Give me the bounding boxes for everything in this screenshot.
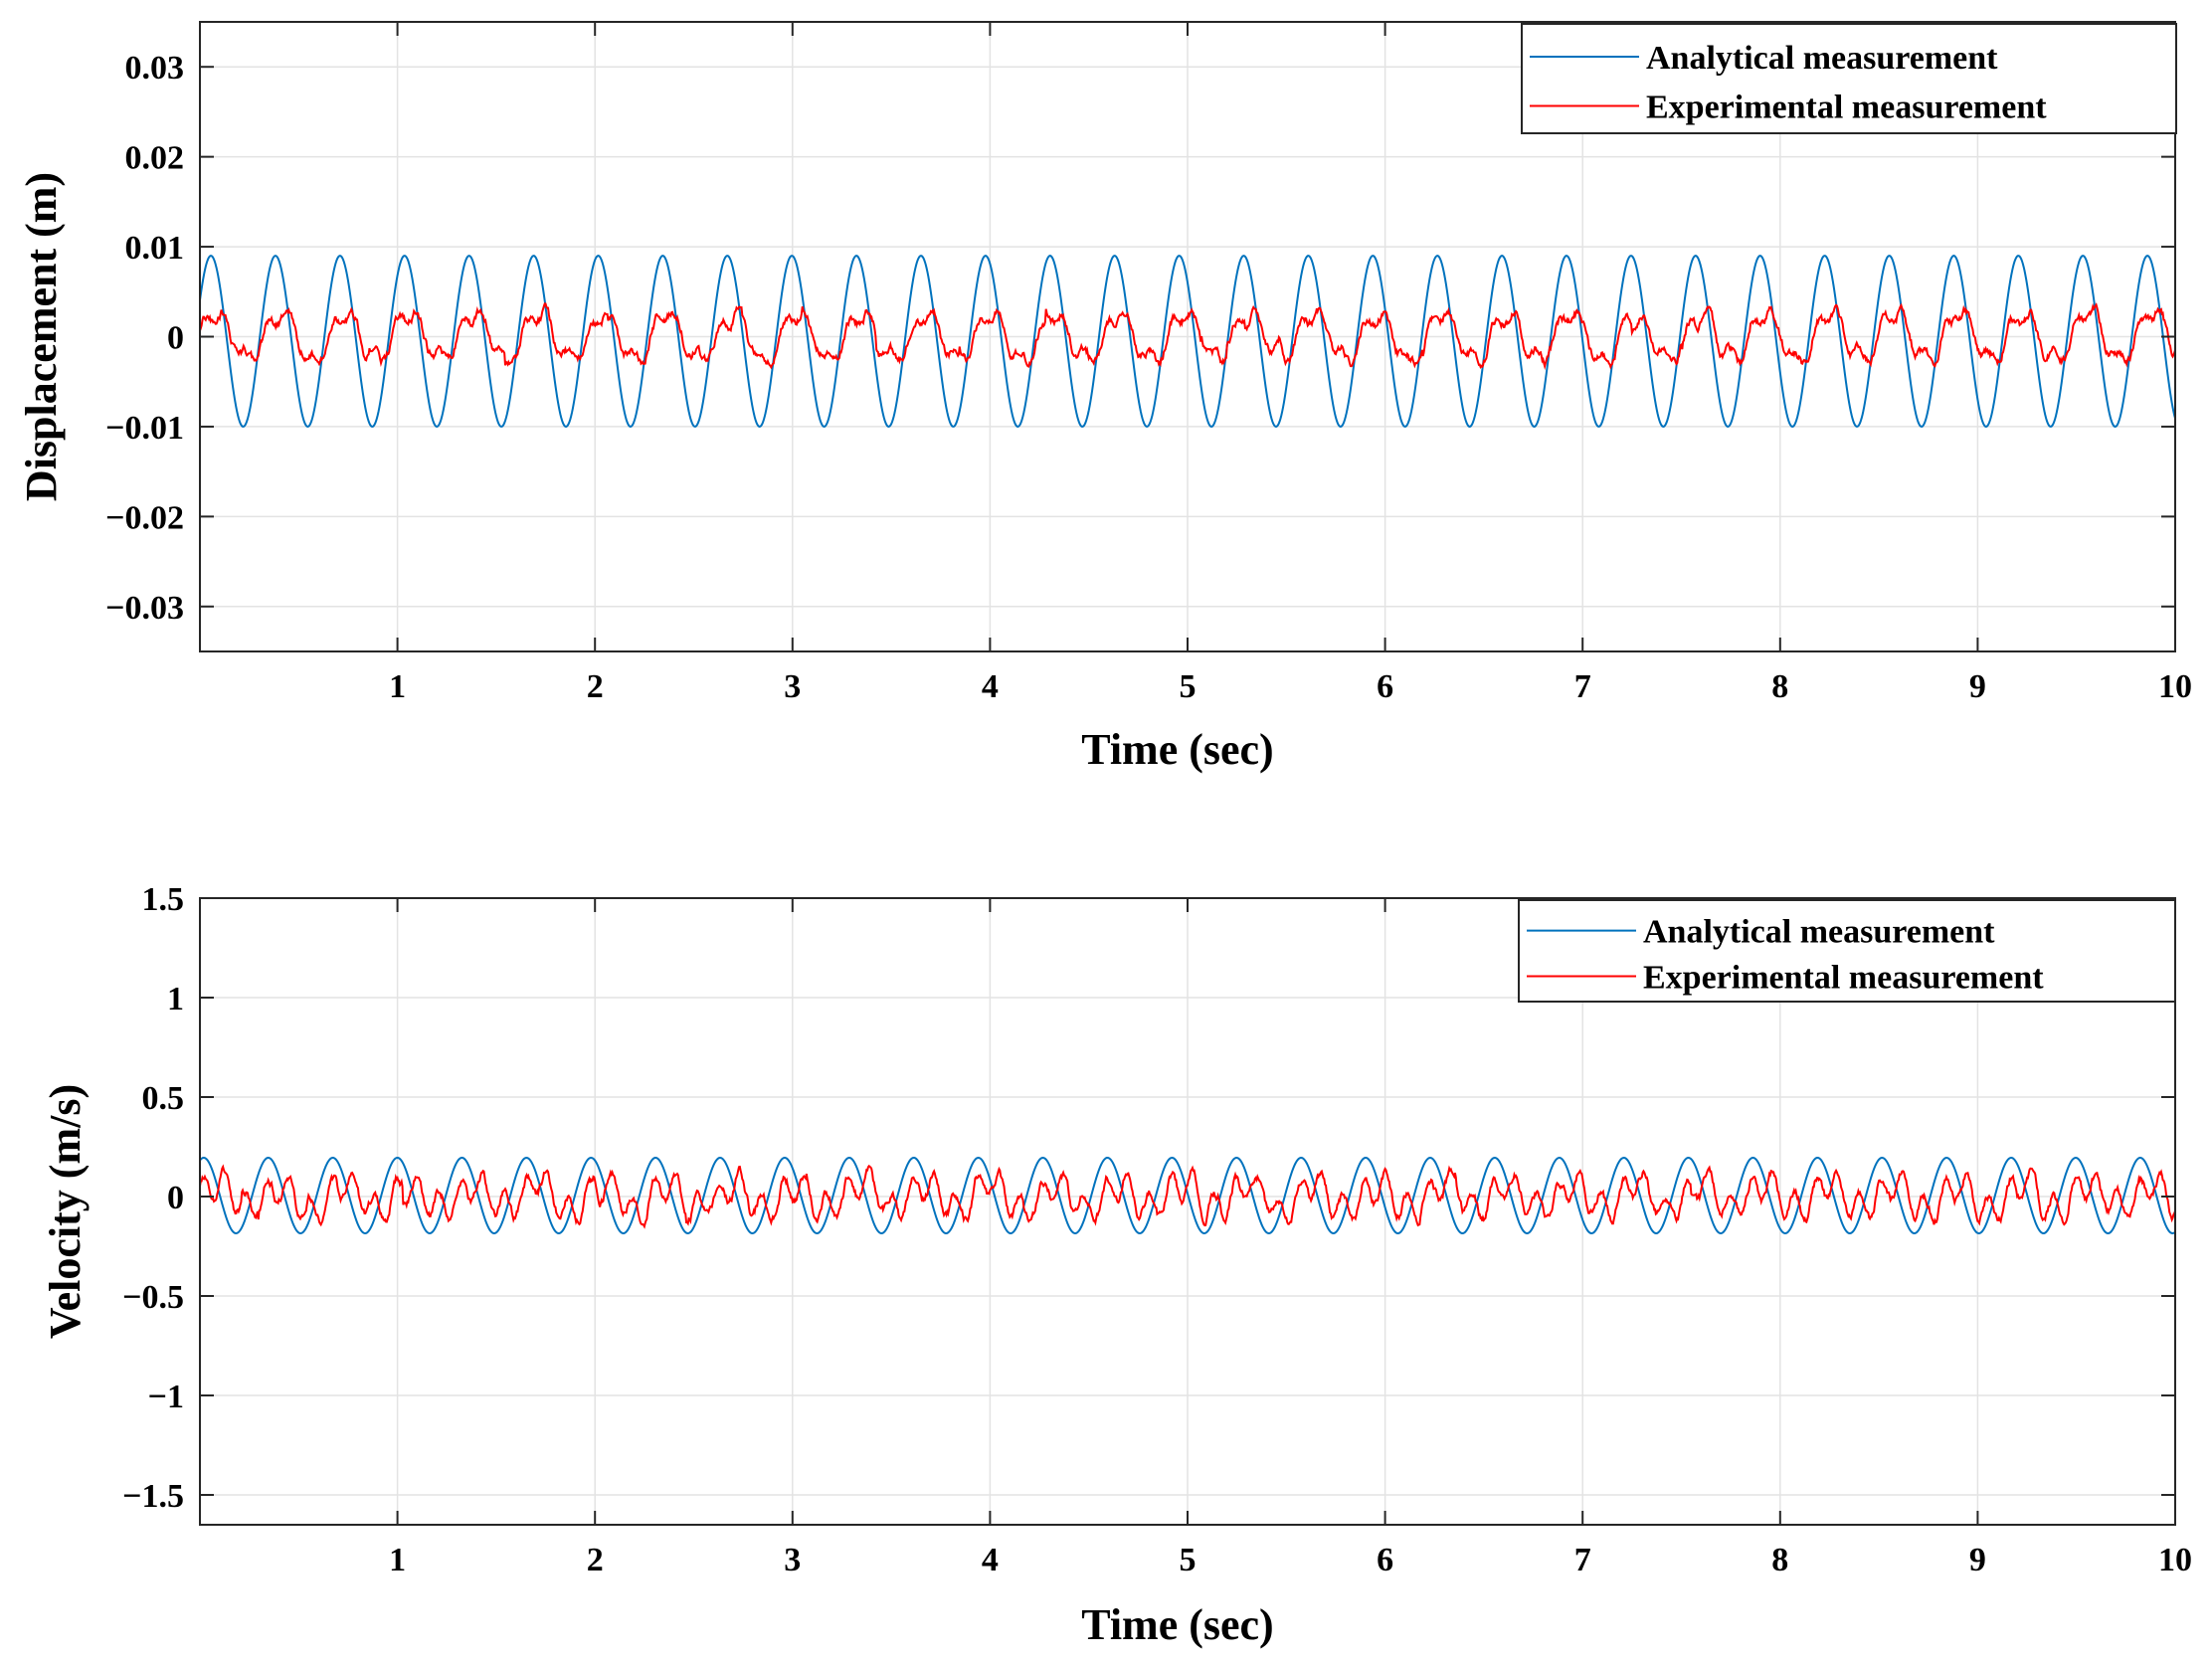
y-tick-label: −0.03 (105, 590, 184, 627)
y-tick-label: −1.5 (122, 1478, 184, 1515)
x-tick-label: 5 (1180, 1542, 1197, 1578)
x-tick-label: 8 (1771, 1542, 1788, 1578)
velocity-chart: 1 2 3 4 5 6 7 8 9 10 −1.5 −1 −0.5 0 0.5 1 1.5 Time (sec) V… (41, 881, 2192, 1649)
y-axis-label: Velocity (m/s) (41, 1084, 90, 1339)
x-tick-label: 3 (784, 668, 801, 705)
x-tick-label: 8 (1771, 668, 1788, 705)
legend-label-analytical: Analytical measurement (1646, 40, 1998, 77)
series-line-experimental (200, 302, 2175, 371)
x-tick-label: 6 (1377, 668, 1393, 705)
y-tick-label: −0.02 (105, 499, 184, 536)
x-tick-label: 5 (1180, 668, 1197, 705)
x-axis-label: Time (sec) (1081, 725, 1273, 774)
x-tick-label: 1 (389, 1542, 406, 1578)
y-tick-label: 0 (167, 1180, 184, 1216)
x-tick-label: 10 (2158, 668, 2192, 705)
series-line-analytical (200, 1156, 2175, 1235)
x-tick-label: 1 (389, 668, 406, 705)
legend-box (1521, 23, 2177, 134)
y-tick-label: 1.5 (142, 881, 185, 918)
legend: Analytical measurement Experimental measu… (1521, 23, 2177, 134)
x-tick-label: 2 (587, 1542, 604, 1578)
y-tick-label: 0.03 (125, 50, 185, 87)
x-tick-label: 7 (1574, 668, 1591, 705)
y-tick-label: 0 (167, 320, 184, 357)
x-tick-label: 3 (784, 1542, 801, 1578)
series-line-analytical (200, 255, 2175, 428)
legend: Analytical measurement Experimental measu… (1518, 899, 2176, 1003)
x-tick-label: 6 (1377, 1542, 1393, 1578)
x-tick-label: 4 (982, 668, 999, 705)
y-tick-label: 0.01 (125, 230, 185, 267)
legend-label-experimental: Experimental measurement (1643, 960, 2044, 997)
series-line-experimental (200, 1164, 2175, 1229)
x-tick-label: 10 (2158, 1542, 2192, 1578)
y-tick-label: −1 (148, 1379, 184, 1415)
x-tick-label: 4 (982, 1542, 999, 1578)
y-tick-label: 0.5 (142, 1080, 185, 1117)
displacement-chart: 1 2 3 4 5 6 7 8 9 10 −0.03 −0.02 −0.01 0 0.01 0.02 0.03 T… (17, 21, 2192, 774)
legend-box (1518, 899, 2176, 1003)
x-tick-label: 2 (587, 668, 604, 705)
y-tick-label: 0.02 (125, 140, 185, 177)
y-tick-label: 1 (167, 981, 184, 1017)
y-tick-label: −0.5 (122, 1279, 184, 1316)
x-tick-label: 9 (1969, 1542, 1986, 1578)
x-tick-label: 7 (1574, 1542, 1591, 1578)
y-tick-label: −0.01 (105, 410, 184, 447)
y-axis-label: Displacement (m) (17, 172, 66, 501)
legend-label-analytical: Analytical measurement (1643, 914, 1995, 951)
x-axis-label: Time (sec) (1081, 1600, 1273, 1649)
x-tick-label: 9 (1969, 668, 1986, 705)
legend-label-experimental: Experimental measurement (1646, 90, 2047, 126)
